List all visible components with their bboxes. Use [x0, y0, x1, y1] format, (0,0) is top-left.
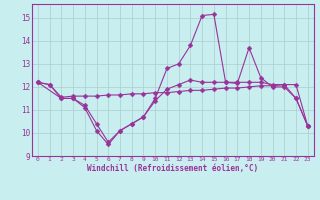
X-axis label: Windchill (Refroidissement éolien,°C): Windchill (Refroidissement éolien,°C) [87, 164, 258, 173]
